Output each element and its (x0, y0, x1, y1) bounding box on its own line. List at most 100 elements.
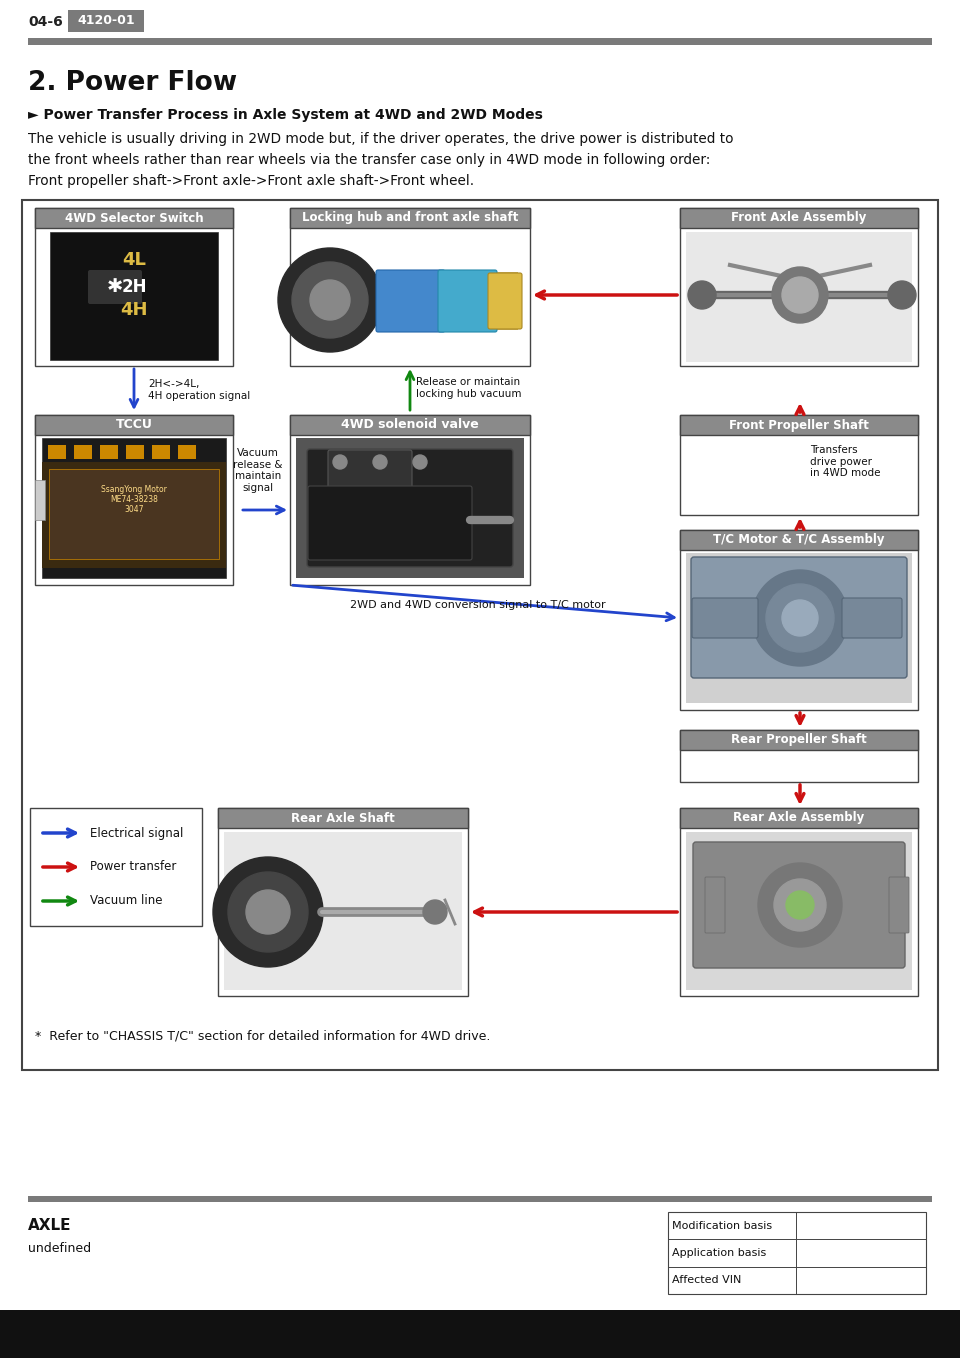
Circle shape (278, 249, 382, 352)
Text: 04-6: 04-6 (28, 15, 62, 29)
Text: T/C Motor & T/C Assembly: T/C Motor & T/C Assembly (713, 534, 885, 546)
FancyBboxPatch shape (48, 445, 66, 459)
FancyBboxPatch shape (308, 486, 472, 559)
FancyBboxPatch shape (668, 1211, 926, 1294)
FancyBboxPatch shape (42, 439, 226, 579)
FancyBboxPatch shape (28, 38, 932, 45)
Circle shape (228, 872, 308, 952)
Text: 4120-01: 4120-01 (77, 15, 134, 27)
FancyBboxPatch shape (224, 832, 462, 990)
Text: 4H: 4H (120, 301, 148, 319)
Text: 3047: 3047 (124, 505, 144, 515)
FancyBboxPatch shape (88, 270, 142, 304)
FancyBboxPatch shape (68, 10, 144, 33)
Text: Electrical signal: Electrical signal (90, 827, 183, 839)
Text: ✱: ✱ (107, 277, 123, 296)
Text: Front Axle Assembly: Front Axle Assembly (732, 212, 867, 224)
FancyBboxPatch shape (680, 530, 918, 550)
FancyBboxPatch shape (35, 416, 233, 585)
Circle shape (413, 455, 427, 469)
Text: AXLE: AXLE (28, 1218, 71, 1233)
Text: Rear Axle Shaft: Rear Axle Shaft (291, 812, 395, 824)
Circle shape (213, 857, 323, 967)
Circle shape (246, 889, 290, 934)
FancyBboxPatch shape (35, 479, 45, 520)
FancyBboxPatch shape (290, 208, 530, 367)
FancyBboxPatch shape (680, 731, 918, 750)
Text: 2H: 2H (121, 278, 147, 296)
FancyBboxPatch shape (307, 449, 513, 568)
FancyBboxPatch shape (438, 270, 497, 331)
Text: ME74-38238: ME74-38238 (110, 496, 158, 505)
FancyBboxPatch shape (692, 598, 758, 638)
FancyBboxPatch shape (218, 808, 468, 828)
Text: *  Refer to "CHASSIS T/C" section for detailed information for 4WD drive.: * Refer to "CHASSIS T/C" section for det… (35, 1029, 491, 1043)
FancyBboxPatch shape (378, 272, 518, 330)
FancyBboxPatch shape (35, 208, 233, 228)
Circle shape (786, 891, 814, 919)
FancyBboxPatch shape (680, 416, 918, 435)
Text: Modification basis: Modification basis (672, 1221, 772, 1230)
FancyBboxPatch shape (100, 445, 118, 459)
Circle shape (688, 281, 716, 310)
Text: the front wheels rather than rear wheels via the transfer case only in 4WD mode : the front wheels rather than rear wheels… (28, 153, 710, 167)
FancyBboxPatch shape (680, 808, 918, 995)
FancyBboxPatch shape (680, 416, 918, 515)
FancyBboxPatch shape (376, 270, 445, 331)
FancyBboxPatch shape (290, 416, 530, 585)
Circle shape (752, 570, 848, 665)
Circle shape (373, 455, 387, 469)
Text: 2WD and 4WD conversion signal to T/C motor: 2WD and 4WD conversion signal to T/C mot… (350, 600, 606, 610)
Text: 2. Power Flow: 2. Power Flow (28, 71, 237, 96)
FancyBboxPatch shape (178, 445, 196, 459)
FancyBboxPatch shape (30, 808, 202, 926)
FancyBboxPatch shape (0, 1310, 960, 1358)
FancyBboxPatch shape (693, 842, 905, 968)
Text: Power transfer: Power transfer (90, 861, 177, 873)
FancyBboxPatch shape (218, 808, 468, 995)
Text: Release or maintain
locking hub vacuum: Release or maintain locking hub vacuum (416, 378, 521, 399)
Text: undefined: undefined (28, 1243, 91, 1255)
Circle shape (758, 862, 842, 947)
Text: 4WD solenoid valve: 4WD solenoid valve (341, 418, 479, 432)
FancyBboxPatch shape (152, 445, 170, 459)
FancyBboxPatch shape (686, 553, 912, 703)
FancyBboxPatch shape (680, 731, 918, 782)
Circle shape (292, 262, 368, 338)
Circle shape (774, 879, 826, 932)
FancyBboxPatch shape (49, 469, 219, 559)
FancyBboxPatch shape (686, 832, 912, 990)
FancyBboxPatch shape (680, 208, 918, 228)
Text: carmanualsonline.info: carmanualsonline.info (809, 1332, 940, 1344)
Text: SsangYong Motor: SsangYong Motor (101, 486, 167, 494)
FancyBboxPatch shape (686, 232, 912, 363)
FancyBboxPatch shape (488, 273, 522, 329)
FancyBboxPatch shape (328, 449, 412, 489)
FancyBboxPatch shape (889, 877, 909, 933)
FancyBboxPatch shape (35, 208, 233, 367)
FancyBboxPatch shape (680, 208, 918, 367)
Circle shape (772, 268, 828, 323)
Circle shape (888, 281, 916, 310)
Text: Application basis: Application basis (672, 1248, 766, 1258)
FancyBboxPatch shape (842, 598, 902, 638)
FancyBboxPatch shape (126, 445, 144, 459)
Text: ► Power Transfer Process in Axle System at 4WD and 2WD Modes: ► Power Transfer Process in Axle System … (28, 109, 542, 122)
Circle shape (310, 280, 350, 320)
Text: Front propeller shaft->Front axle->Front axle shaft->Front wheel.: Front propeller shaft->Front axle->Front… (28, 174, 474, 187)
FancyBboxPatch shape (290, 416, 530, 435)
FancyBboxPatch shape (35, 416, 233, 435)
Circle shape (782, 277, 818, 312)
FancyBboxPatch shape (691, 557, 907, 678)
Text: Locking hub and front axle shaft: Locking hub and front axle shaft (301, 212, 518, 224)
FancyBboxPatch shape (74, 445, 92, 459)
Text: Transfers
drive power
in 4WD mode: Transfers drive power in 4WD mode (810, 445, 880, 478)
Text: The vehicle is usually driving in 2WD mode but, if the driver operates, the driv: The vehicle is usually driving in 2WD mo… (28, 132, 733, 147)
Text: Vacuum
release &
maintain
signal: Vacuum release & maintain signal (233, 448, 283, 493)
FancyBboxPatch shape (42, 462, 226, 568)
Circle shape (423, 900, 447, 923)
Text: 4WD Selector Switch: 4WD Selector Switch (64, 212, 204, 224)
Text: 2H<->4L,
4H operation signal: 2H<->4L, 4H operation signal (148, 379, 251, 401)
Text: Rear Axle Assembly: Rear Axle Assembly (733, 812, 865, 824)
Text: Affected VIN: Affected VIN (672, 1275, 741, 1285)
